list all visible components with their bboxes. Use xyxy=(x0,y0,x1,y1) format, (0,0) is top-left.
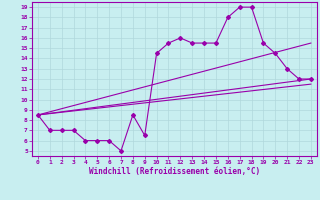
X-axis label: Windchill (Refroidissement éolien,°C): Windchill (Refroidissement éolien,°C) xyxy=(89,167,260,176)
